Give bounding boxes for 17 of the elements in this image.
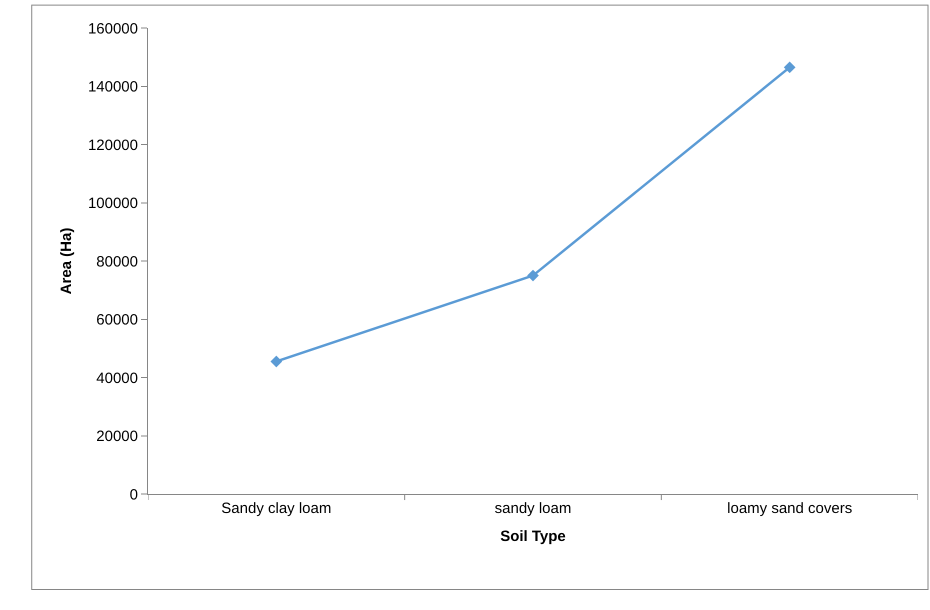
x-tick-label: sandy loam bbox=[494, 500, 572, 517]
y-tick-label: 0 bbox=[130, 486, 138, 504]
y-tick-label: 140000 bbox=[88, 78, 138, 96]
x-tick-label: Sandy clay loam bbox=[221, 500, 332, 517]
y-tick-label: 60000 bbox=[96, 312, 138, 328]
y-tick-label: 20000 bbox=[96, 428, 138, 445]
point bbox=[270, 356, 282, 368]
y-tick-label: 40000 bbox=[96, 370, 138, 387]
y-axis-title: Area (Ha) bbox=[58, 228, 76, 294]
point bbox=[527, 270, 539, 282]
y-tick-label: 80000 bbox=[96, 253, 138, 270]
y-tick-label: 160000 bbox=[88, 20, 138, 38]
y-tick-label: 120000 bbox=[88, 136, 138, 154]
x-axis-title: Soil Type bbox=[500, 528, 566, 545]
x-tick-label: loamy sand covers bbox=[727, 500, 852, 517]
y-tick-label: 100000 bbox=[88, 195, 138, 212]
point bbox=[784, 61, 796, 74]
